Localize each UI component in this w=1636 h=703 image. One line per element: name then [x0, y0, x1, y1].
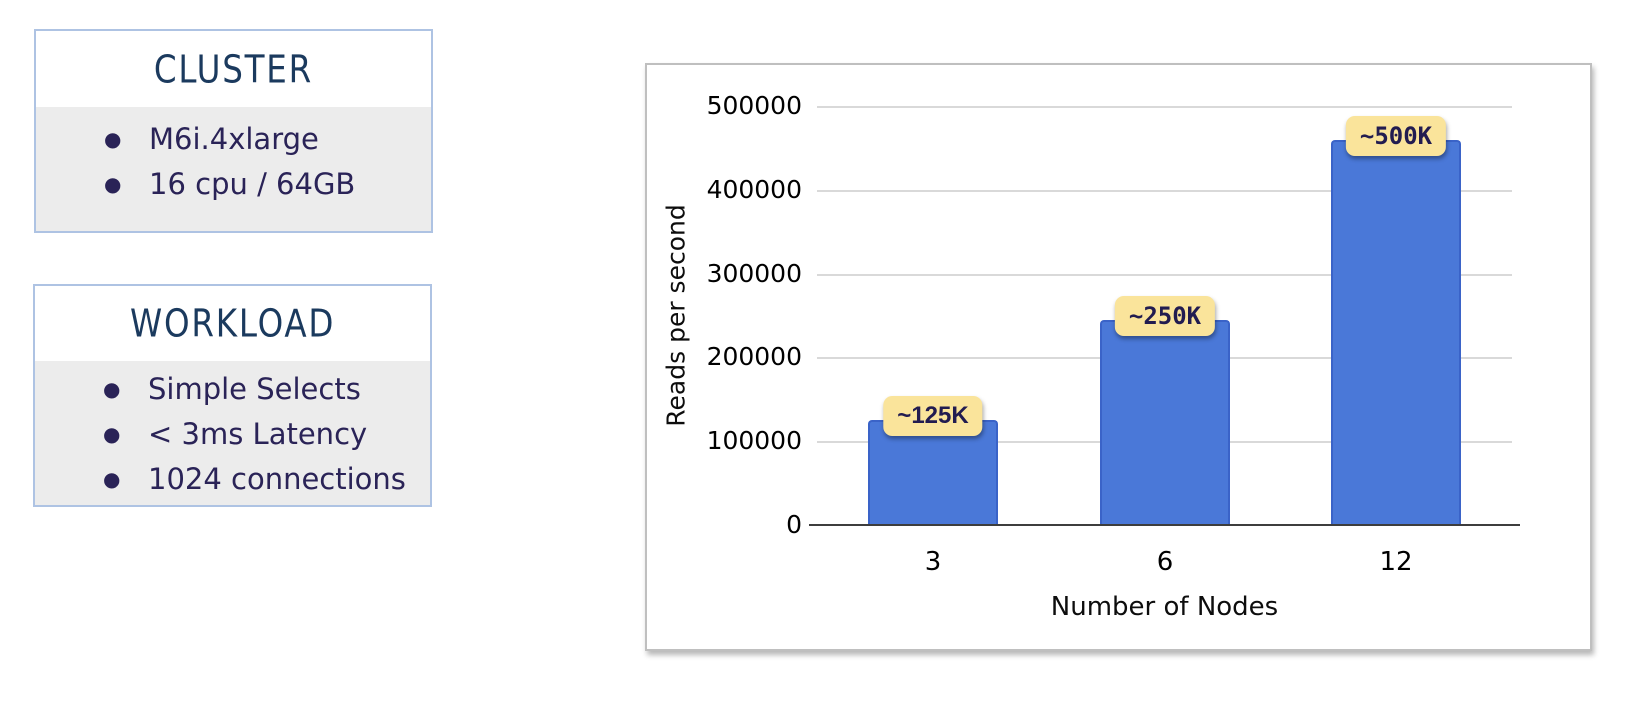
y-tick-label: 100000	[706, 426, 802, 455]
workload-list-item: 1024 connections	[35, 457, 430, 502]
y-tick-label: 500000	[706, 91, 802, 120]
bar-value-label: ~125K	[883, 396, 983, 436]
gridline	[817, 273, 1512, 276]
workload-list-item: < 3ms Latency	[35, 412, 430, 457]
gridline	[817, 189, 1512, 192]
bar-value-label: ~500K	[1345, 116, 1447, 156]
bar-group-6-nodes: ~250K 6	[1100, 296, 1230, 577]
bar-6-nodes	[1100, 320, 1230, 525]
x-axis-line	[809, 523, 1520, 526]
x-tick-label: 3	[924, 547, 942, 577]
x-tick-label: 6	[1156, 547, 1174, 577]
cluster-card-title: CLUSTER	[153, 46, 314, 92]
workload-card-title: WORKLOAD	[129, 301, 336, 346]
workload-list-item: Simple Selects	[35, 367, 430, 412]
plot-area: ~125K 3 ~250K 6 ~500K 12	[809, 106, 1520, 577]
x-axis-title: Number of Nodes	[1050, 592, 1279, 622]
workload-list: Simple Selects < 3ms Latency 1024 connec…	[35, 367, 430, 502]
y-tick-label: 300000	[706, 259, 802, 288]
cluster-list-item: M6i.4xlarge	[36, 117, 431, 162]
bar-chart-panel: Reads per second 500000 400000 300000 20…	[645, 63, 1592, 651]
workload-card-header: WORKLOAD	[35, 286, 430, 361]
bar-12-nodes	[1331, 140, 1461, 525]
cluster-card-header: CLUSTER	[36, 31, 431, 107]
cluster-list: M6i.4xlarge 16 cpu / 64GB	[36, 117, 431, 207]
workload-card: WORKLOAD Simple Selects < 3ms Latency 10…	[33, 284, 432, 507]
cluster-card-body: M6i.4xlarge 16 cpu / 64GB	[36, 107, 431, 231]
bar-group-3-nodes: ~125K 3	[868, 396, 998, 577]
y-tick-label: 400000	[706, 175, 802, 204]
y-tick-label: 200000	[706, 342, 802, 371]
y-tick-label: 0	[786, 510, 802, 539]
x-tick-label: 12	[1379, 547, 1413, 577]
gridline	[817, 106, 1512, 108]
cluster-card: CLUSTER M6i.4xlarge 16 cpu / 64GB	[34, 29, 433, 233]
bar-group-12-nodes: ~500K 12	[1331, 116, 1461, 577]
workload-card-body: Simple Selects < 3ms Latency 1024 connec…	[35, 361, 430, 505]
bar-value-label: ~250K	[1114, 296, 1216, 336]
cluster-list-item: 16 cpu / 64GB	[36, 162, 431, 207]
